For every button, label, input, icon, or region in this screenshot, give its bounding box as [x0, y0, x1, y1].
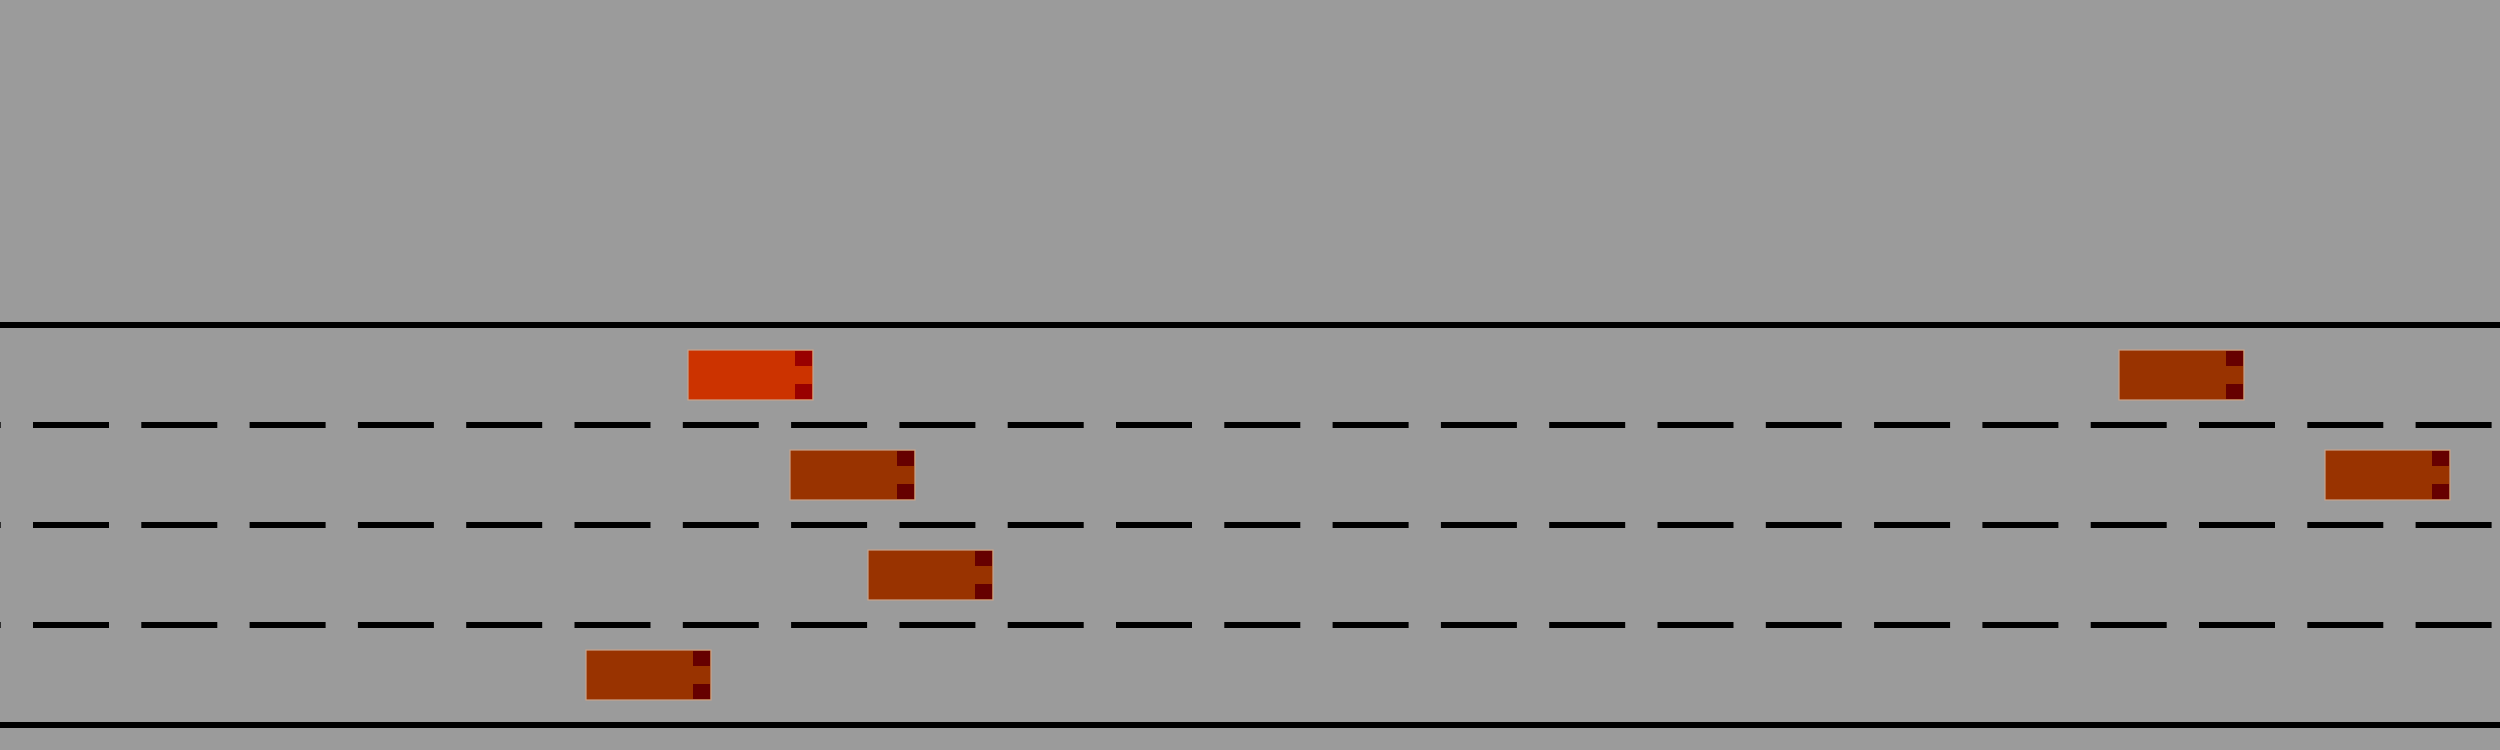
ego-vehicle-light-right — [795, 384, 812, 399]
other-vehicle-2-light-right — [897, 484, 914, 499]
lane-markings — [0, 322, 2500, 728]
other-vehicle-2-light-left — [897, 451, 914, 466]
road-edge-bottom — [0, 722, 2500, 728]
other-vehicle-5 — [585, 649, 712, 701]
other-vehicle-3-light-left — [2432, 451, 2449, 466]
other-vehicle-1-light-left — [2226, 351, 2243, 366]
other-vehicle-3 — [2324, 449, 2451, 501]
other-vehicle-4 — [867, 549, 994, 601]
other-vehicle-1-body — [2118, 349, 2245, 401]
other-vehicle-4-body — [867, 549, 994, 601]
other-vehicle-1 — [2118, 349, 2245, 401]
other-vehicle-4-light-left — [975, 551, 992, 566]
ego-vehicle — [687, 349, 814, 401]
vehicles — [585, 349, 2451, 701]
road-edge-top — [0, 322, 2500, 328]
ego-vehicle-light-left — [795, 351, 812, 366]
other-vehicle-3-body — [2324, 449, 2451, 501]
other-vehicle-5-body — [585, 649, 712, 701]
other-vehicle-5-light-right — [693, 684, 710, 699]
other-vehicle-2-body — [789, 449, 916, 501]
other-vehicle-1-light-right — [2226, 384, 2243, 399]
ego-vehicle-body — [687, 349, 814, 401]
other-vehicle-2 — [789, 449, 916, 501]
other-vehicle-3-light-right — [2432, 484, 2449, 499]
other-vehicle-4-light-right — [975, 584, 992, 599]
other-vehicle-5-light-left — [693, 651, 710, 666]
